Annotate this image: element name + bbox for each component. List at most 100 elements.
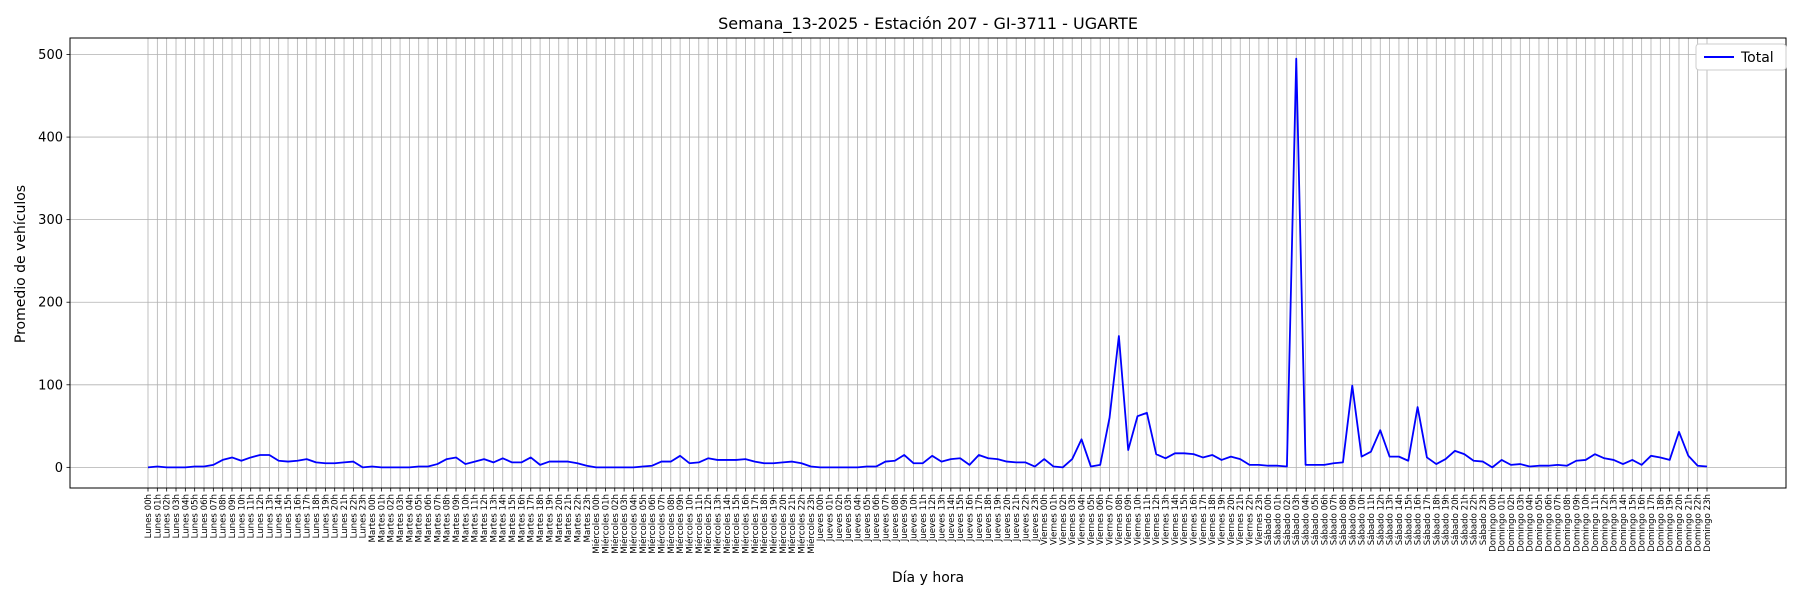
x-tick-label: Miércoles 21h: [787, 494, 798, 554]
y-axis-label: Promedio de vehículos: [13, 185, 29, 343]
x-tick-label: Jueves 06h: [872, 494, 882, 542]
x-tick-label: Lunes 22h: [349, 494, 359, 538]
x-tick-label: Viernes 16h: [1190, 494, 1200, 545]
x-tick-label: Martes 01h: [377, 494, 387, 542]
x-tick-label: Viernes 05h: [1087, 494, 1097, 545]
x-tick-label: Miércoles 17h: [750, 494, 761, 554]
x-tick-label: Sábado 22h: [1470, 494, 1480, 545]
x-tick-label: Viernes 21h: [1236, 494, 1246, 545]
x-tick-label: Sábado 16h: [1414, 494, 1424, 545]
x-tick-label: Domingo 14h: [1619, 494, 1629, 552]
x-tick-label: Miércoles 07h: [656, 494, 667, 554]
x-tick-label: Domingo 21h: [1684, 494, 1694, 552]
x-tick-label: Jueves 15h: [956, 494, 966, 542]
x-tick-label: Viernes 13h: [1162, 494, 1172, 545]
series-line-total: [147, 57, 1708, 469]
x-tick-label: Jueves 17h: [975, 494, 985, 542]
x-tick-label: Jueves 18h: [984, 494, 994, 542]
x-tick-label: Domingo 16h: [1638, 494, 1648, 552]
x-tick-label: Domingo 03h: [1516, 494, 1526, 552]
x-tick-label: Jueves 02h: [835, 494, 845, 542]
x-tick-label: Martes 02h: [387, 494, 397, 542]
x-tick-label: Miércoles 22h: [796, 494, 807, 554]
x-tick-label: Domingo 19h: [1666, 494, 1676, 552]
x-tick-label: Viernes 09h: [1124, 494, 1134, 545]
x-tick-label: Jueves 20h: [1003, 494, 1013, 542]
x-tick-label: Viernes 01h: [1050, 494, 1060, 545]
x-tick-label: Martes 20h: [555, 494, 565, 542]
x-tick-label: Sábado 01h: [1274, 494, 1284, 545]
x-tick-label: Miércoles 05h: [638, 494, 649, 554]
chart-title: Semana_13-2025 - Estación 207 - GI-3711 …: [718, 14, 1138, 34]
y-tick-label: 400: [38, 131, 63, 146]
x-tick-label: Viernes 22h: [1246, 494, 1256, 545]
x-tick-label: Sábado 14h: [1395, 494, 1405, 545]
x-tick-label: Miércoles 16h: [740, 494, 751, 554]
x-tick-label: Viernes 15h: [1180, 494, 1190, 545]
x-tick-label: Jueves 23h: [1031, 494, 1041, 542]
x-tick-label: Viernes 17h: [1199, 494, 1209, 545]
x-tick-label: Jueves 05h: [863, 494, 873, 542]
grid: [70, 38, 1786, 488]
x-tick-label: Sábado 08h: [1339, 494, 1349, 545]
x-tick-label: Martes 08h: [443, 494, 453, 542]
x-tick-label: Viernes 04h: [1078, 494, 1088, 545]
x-tick-label: Viernes 08h: [1115, 494, 1125, 545]
x-tick-label: Domingo 07h: [1554, 494, 1564, 552]
x-tick-label: Viernes 18h: [1208, 494, 1218, 545]
x-tick-label: Martes 03h: [396, 494, 406, 542]
x-tick-label: Domingo 06h: [1544, 494, 1554, 552]
x-tick-label: Sábado 00h: [1264, 494, 1274, 545]
x-tick-label: Domingo 12h: [1600, 494, 1610, 552]
x-tick-label: Lunes 06h: [200, 494, 210, 538]
x-tick-label: Domingo 20h: [1675, 494, 1685, 552]
x-tick-label: Viernes 23h: [1255, 494, 1265, 545]
x-tick-label: Jueves 08h: [891, 494, 901, 542]
x-tick-label: Miércoles 06h: [647, 494, 658, 554]
x-tick-label: Miércoles 20h: [778, 494, 789, 554]
x-tick-label: Lunes 09h: [228, 494, 238, 538]
x-tick-label: Sábado 03h: [1292, 494, 1302, 545]
x-tick-label: Jueves 22h: [1022, 494, 1032, 542]
x-tick-label: Sábado 15h: [1404, 494, 1414, 545]
x-tick-label: Lunes 08h: [219, 494, 229, 538]
x-tick-label: Viernes 14h: [1171, 494, 1181, 545]
x-tick-label: Lunes 11h: [247, 494, 257, 538]
x-tick-label: Sábado 04h: [1302, 494, 1312, 545]
x-tick-label: Lunes 10h: [237, 494, 247, 538]
x-tick-label: Martes 19h: [545, 494, 555, 542]
x-tick-label: Domingo 00h: [1488, 494, 1498, 552]
x-tick-label: Sábado 12h: [1376, 494, 1386, 545]
x-tick-label: Lunes 14h: [275, 494, 285, 538]
x-tick-label: Jueves 21h: [1012, 494, 1022, 542]
x-tick-label: Jueves 00h: [816, 494, 826, 542]
x-tick-label: Lunes 01h: [153, 494, 163, 538]
y-tick-label: 300: [38, 213, 63, 228]
x-tick-label: Sábado 09h: [1348, 494, 1358, 545]
x-tick-label: Lunes 17h: [303, 494, 313, 538]
x-tick-label: Domingo 17h: [1647, 494, 1657, 552]
x-tick-label: Miércoles 18h: [759, 494, 770, 554]
plot-frame: [69, 37, 1787, 489]
x-tick-label: Martes 00h: [368, 494, 378, 542]
x-tick-label: Lunes 13h: [265, 494, 275, 538]
y-tick-label: 0: [55, 461, 63, 476]
x-tick-label: Lunes 05h: [191, 494, 201, 538]
x-tick-label: Miércoles 03h: [619, 494, 630, 554]
x-tick-label: Miércoles 12h: [703, 494, 714, 554]
x-tick-label: Domingo 05h: [1535, 494, 1545, 552]
x-tick-label: Lunes 00h: [144, 494, 154, 538]
x-tick-label: Jueves 04h: [853, 494, 863, 542]
x-tick-label: Jueves 10h: [909, 494, 919, 542]
x-tick-labels: Lunes 00h Lunes 01h Lunes 02h Lunes 03h Lune…: [144, 494, 1713, 554]
x-tick-label: Martes 04h: [405, 494, 415, 542]
x-tick-label: Jueves 16h: [966, 494, 976, 542]
x-tick-label: Miércoles 19h: [768, 494, 779, 554]
x-tick-label: Sábado 19h: [1442, 494, 1452, 545]
x-tick-label: Lunes 12h: [256, 494, 266, 538]
x-tick-label: Viernes 10h: [1134, 494, 1144, 545]
x-tick-label: Miércoles 13h: [712, 494, 723, 554]
x-tick-label: Martes 10h: [461, 494, 471, 542]
x-tick-label: Viernes 19h: [1218, 494, 1228, 545]
